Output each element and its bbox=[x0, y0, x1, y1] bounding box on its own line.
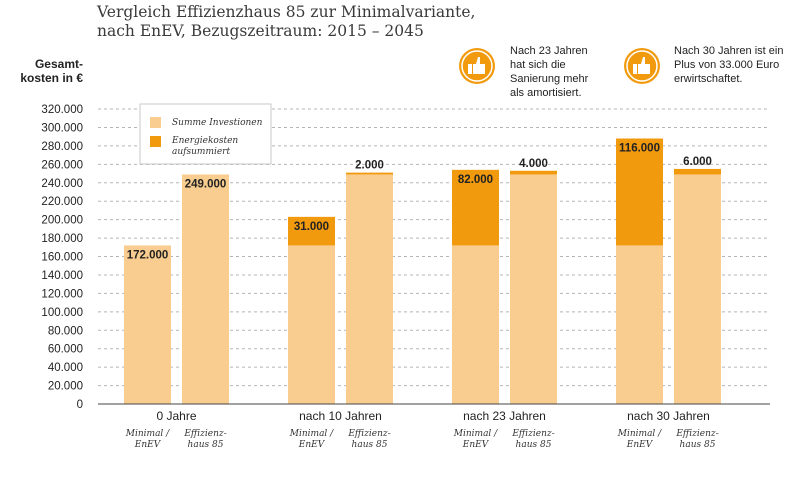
y-tick-label: 180.000 bbox=[41, 233, 83, 245]
x-group-label: nach 23 Jahren bbox=[463, 409, 546, 423]
bar-category-label: Effizienz- bbox=[511, 429, 554, 439]
y-axis-label-line2: kosten in € bbox=[20, 71, 83, 85]
bar-value-label: 2.000 bbox=[355, 160, 384, 172]
bar-value-label: 6.000 bbox=[683, 156, 712, 168]
legend-swatch-energy bbox=[150, 136, 161, 147]
bar-investment bbox=[452, 245, 499, 404]
bar-energy bbox=[452, 169, 499, 246]
bar-category-label: Minimal / bbox=[453, 429, 498, 439]
bar-investment bbox=[346, 174, 393, 404]
legend-label-energy-line2: aufsummiert bbox=[172, 147, 230, 157]
y-tick-label: 280.000 bbox=[41, 141, 83, 153]
x-group-label: 0 Jahre bbox=[156, 409, 196, 423]
bar-energy bbox=[346, 172, 393, 175]
bars bbox=[124, 138, 721, 404]
bar-value-label: 82.000 bbox=[458, 174, 493, 186]
y-tick-label: 240.000 bbox=[41, 178, 83, 190]
y-tick-label: 220.000 bbox=[41, 196, 83, 208]
bar-category-label: EnEV bbox=[134, 440, 162, 450]
bar-value-label: 172.000 bbox=[127, 249, 169, 261]
legend-swatch-investment bbox=[150, 117, 161, 128]
bar-investment bbox=[182, 174, 229, 404]
legend-label-investment: Summe Investionen bbox=[172, 118, 263, 128]
bar-category-label: Effizienz- bbox=[347, 429, 390, 439]
y-tick-label: 40.000 bbox=[48, 362, 83, 374]
bar-category-label: haus 85 bbox=[188, 440, 224, 450]
note-1-line1: Nach 23 Jahren bbox=[510, 45, 588, 57]
bar-energy bbox=[510, 170, 557, 175]
bar-category-label: EnEV bbox=[298, 440, 326, 450]
note-2-line3: erwirtschaftet. bbox=[674, 73, 742, 85]
chart-title-line1: Vergleich Effizienzhaus 85 zur Minimalva… bbox=[96, 3, 476, 21]
bar-category-label: Minimal / bbox=[125, 429, 170, 439]
bar-category-label: Minimal / bbox=[617, 429, 662, 439]
x-group-label: nach 10 Jahren bbox=[299, 409, 382, 423]
bar-investment bbox=[124, 245, 171, 404]
y-tick-label: 80.000 bbox=[48, 325, 83, 337]
bar-energy bbox=[674, 168, 721, 175]
bar-value-label: 31.000 bbox=[294, 221, 329, 233]
y-tick-label: 320.000 bbox=[41, 104, 83, 116]
y-tick-label: 140.000 bbox=[41, 270, 83, 282]
note-1-line2: hat sich die bbox=[510, 59, 566, 71]
note-2: Nach 30 Jahren ist ein Plus von 33.000 E… bbox=[624, 45, 783, 85]
y-tick-label: 200.000 bbox=[41, 215, 83, 227]
bar-category-label: Effizienz- bbox=[675, 429, 718, 439]
bar-category-label: haus 85 bbox=[516, 440, 552, 450]
bar-category-label: EnEV bbox=[626, 440, 654, 450]
bar-category-label: Effizienz- bbox=[183, 429, 226, 439]
bar-value-label: 116.000 bbox=[619, 143, 660, 155]
y-axis-label-line1: Gesamt- bbox=[35, 57, 83, 71]
bar-investment bbox=[510, 174, 557, 404]
bar-investment bbox=[616, 245, 663, 404]
bar-investment bbox=[674, 174, 721, 404]
note-1-line4: als amortisiert. bbox=[510, 87, 582, 99]
bar-category-label: haus 85 bbox=[680, 440, 716, 450]
y-tick-label: 160.000 bbox=[41, 252, 83, 264]
note-1: Nach 23 Jahren hat sich die Sanierung me… bbox=[459, 45, 589, 99]
thumbs-up-icon bbox=[624, 48, 660, 84]
note-2-line1: Nach 30 Jahren ist ein bbox=[674, 45, 783, 57]
legend-box bbox=[139, 103, 272, 165]
note-2-line2: Plus von 33.000 Euro bbox=[674, 59, 779, 71]
x-group-label: nach 30 Jahren bbox=[627, 409, 710, 423]
y-tick-label: 260.000 bbox=[41, 159, 83, 171]
legend-label-energy-line1: Energiekosten bbox=[171, 136, 238, 146]
thumbs-up-icon bbox=[459, 48, 495, 84]
y-tick-label: 300.000 bbox=[41, 122, 83, 134]
bar-category-label: EnEV bbox=[462, 440, 490, 450]
bar-investment bbox=[288, 245, 335, 404]
chart-title-line2: nach EnEV, Bezugszeitraum: 2015 – 2045 bbox=[97, 22, 424, 40]
bar-energy bbox=[288, 216, 335, 246]
bar-energy bbox=[616, 138, 663, 246]
bar-category-label: Minimal / bbox=[289, 429, 334, 439]
y-tick-label: 100.000 bbox=[41, 307, 83, 319]
legend: Summe Investionen Energiekosten aufsummi… bbox=[139, 103, 272, 165]
note-1-line3: Sanierung mehr bbox=[510, 73, 589, 85]
y-tick-label: 20.000 bbox=[48, 381, 83, 393]
y-tick-label: 0 bbox=[77, 399, 83, 411]
bar-value-label: 249.000 bbox=[185, 178, 227, 190]
bar-value-label: 4.000 bbox=[519, 158, 548, 170]
y-tick-label: 120.000 bbox=[41, 288, 83, 300]
bar-category-label: haus 85 bbox=[352, 440, 388, 450]
y-tick-label: 60.000 bbox=[48, 344, 83, 356]
